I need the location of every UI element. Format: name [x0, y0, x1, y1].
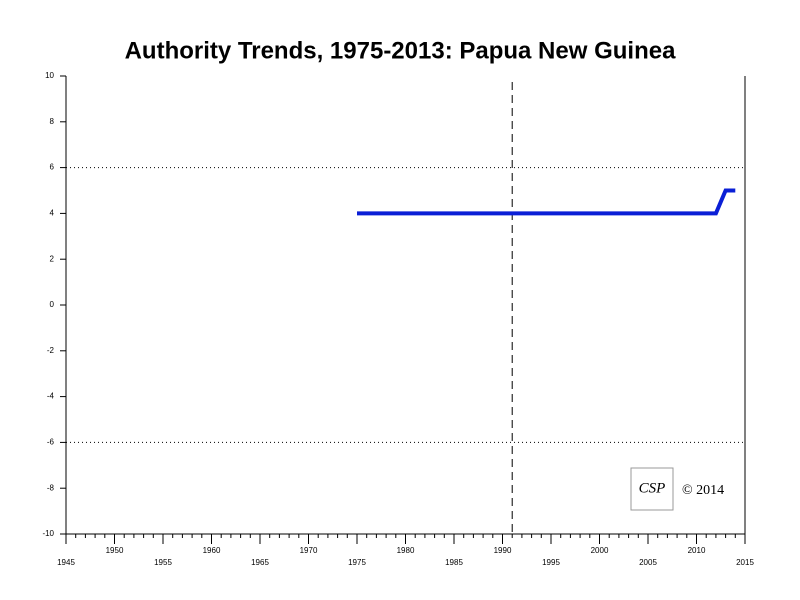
x-tick-label: 1950 [106, 546, 124, 555]
y-tick-label: -6 [47, 438, 55, 447]
chart-title: Authority Trends, 1975-2013: Papua New G… [125, 37, 676, 64]
y-tick-label: 10 [45, 71, 54, 80]
logo-box [630, 467, 674, 511]
x-tick-label: 1945 [57, 558, 75, 567]
x-tick-label: 1970 [300, 546, 318, 555]
x-tick-label: 1965 [251, 558, 269, 567]
x-tick-label: 1995 [542, 558, 560, 567]
y-tick-label: -4 [47, 392, 55, 401]
y-tick-label: -2 [47, 346, 55, 355]
x-tick-label: 1990 [494, 546, 512, 555]
y-tick-label: 0 [50, 300, 55, 309]
y-tick-label: -8 [47, 483, 55, 492]
y-tick-label: 8 [50, 117, 55, 126]
x-tick-label: 1975 [348, 558, 366, 567]
x-tick-label: 2015 [736, 558, 754, 567]
y-tick-label: 4 [50, 209, 55, 218]
y-tick-label: 6 [50, 163, 55, 172]
x-tick-label: 1955 [154, 558, 172, 567]
x-tick-label: 1980 [397, 546, 415, 555]
x-tick-label: 2000 [591, 546, 609, 555]
x-tick-label: 1985 [445, 558, 463, 567]
copyright: © 2014 [682, 483, 724, 498]
series-line [357, 188, 736, 216]
x-tick-label: 2005 [639, 558, 657, 567]
x-tick-label: 1960 [203, 546, 221, 555]
logo: CSP [639, 480, 666, 496]
y-tick-label: 2 [50, 254, 55, 263]
x-tick-label: 2010 [688, 546, 706, 555]
y-tick-label: -10 [42, 529, 54, 538]
